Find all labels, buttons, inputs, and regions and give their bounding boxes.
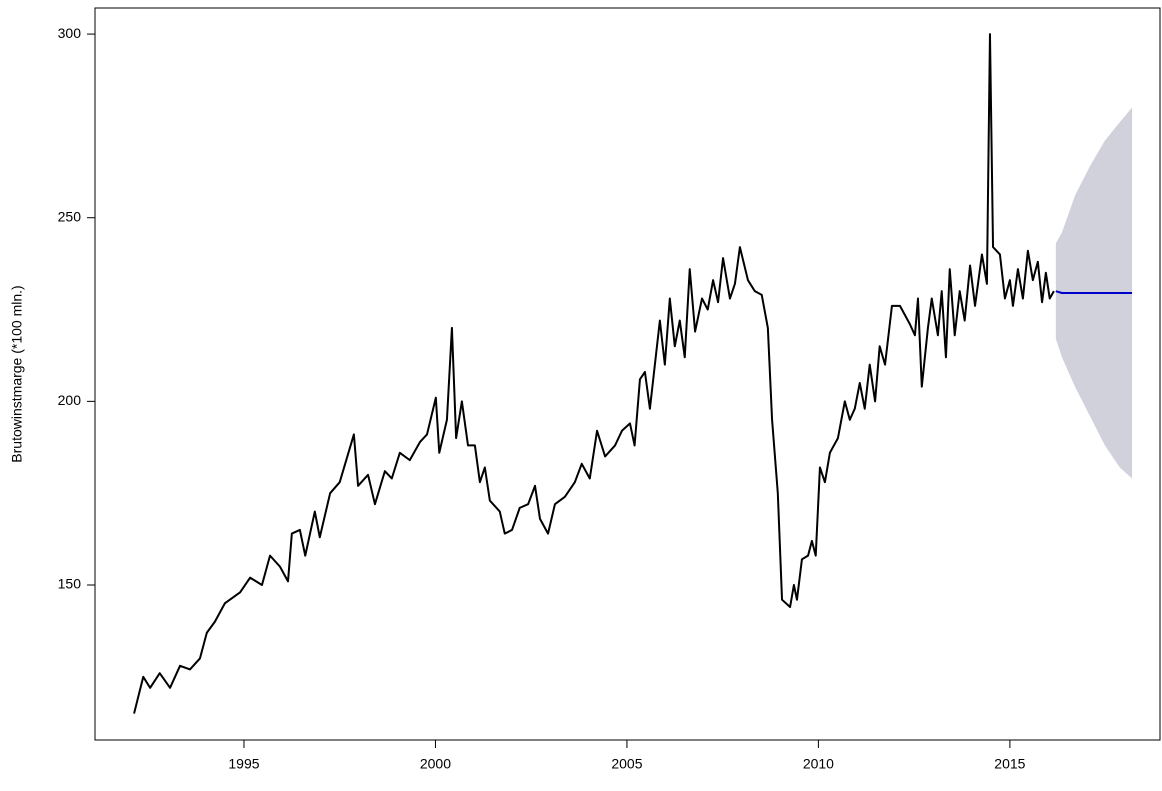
x-tick-label: 2000: [420, 756, 451, 772]
x-tick-label: 2005: [611, 756, 642, 772]
x-tick-label: 1995: [228, 756, 259, 772]
y-tick-label: 300: [58, 25, 82, 41]
series-line: [133, 33, 1055, 714]
y-tick-label: 150: [58, 576, 82, 592]
x-tick-label: 2015: [994, 756, 1025, 772]
x-tick-label: 2010: [803, 756, 834, 772]
series-line: [1055, 290, 1133, 295]
y-tick-label: 250: [58, 208, 82, 224]
y-tick-label: 200: [58, 392, 82, 408]
plot-box: [94, 7, 1161, 741]
y-axis-label: Brutowinstmarge (*100 mln.): [9, 285, 25, 462]
